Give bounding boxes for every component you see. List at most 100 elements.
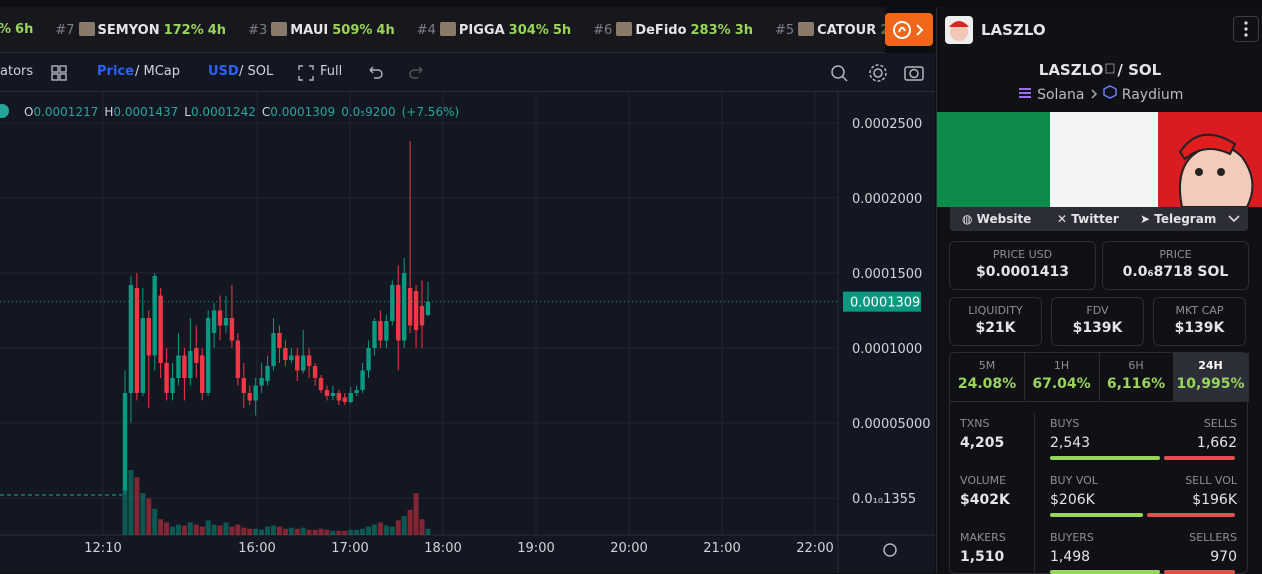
- card-label: PRICE: [1159, 248, 1192, 261]
- icon-bg: [798, 21, 815, 36]
- token-icon: [616, 21, 633, 36]
- card-label: MKT CAP: [1175, 304, 1224, 317]
- pair-panel: LASZLO LASZLO / SOL Solana Raydium ◍ Webs…: [936, 7, 1262, 574]
- timeframe-tab[interactable]: 6H 6,116%: [1099, 353, 1174, 402]
- candle-body: [413, 291, 419, 330]
- icon-bg: [271, 21, 288, 36]
- link-label: Website: [976, 212, 1032, 226]
- price-toggle[interactable]: Price: [97, 64, 134, 79]
- volume-bar: [265, 526, 271, 535]
- solana-icon: [1018, 88, 1031, 98]
- mcap-toggle[interactable]: / MCap: [135, 64, 181, 79]
- chain: Solana: [1037, 87, 1085, 103]
- ticker-rank: #6: [593, 22, 613, 38]
- ticker-item[interactable]: #3 MAUI 509% 4h: [248, 21, 395, 38]
- candle-body: [425, 301, 431, 315]
- candle-body: [354, 389, 359, 393]
- token-avatar: [945, 16, 973, 44]
- candle-body: [158, 295, 163, 363]
- ticker-name: PIGGA: [458, 22, 505, 38]
- chart-tools[interactable]: [828, 62, 928, 84]
- timeframe-tab[interactable]: 1H 67.04%: [1024, 353, 1100, 402]
- twitter-link[interactable]: ✕ Twitter: [1057, 212, 1119, 226]
- timeframe-tab[interactable]: 5M 24.08%: [950, 353, 1025, 402]
- website-link[interactable]: ◍ Website: [962, 212, 1032, 226]
- more-links[interactable]: [1228, 214, 1240, 224]
- sell-bar: [1163, 456, 1235, 460]
- pair-name: LASZLO: [981, 21, 1046, 39]
- volume-bar: [235, 524, 241, 535]
- telegram-link[interactable]: ➤ Telegram: [1140, 212, 1217, 226]
- volume-bar: [253, 528, 259, 535]
- sol-toggle[interactable]: / SOL: [239, 64, 274, 79]
- x-tick-label: 22:00: [796, 541, 833, 556]
- candle-body: [134, 288, 140, 393]
- sell-label: SELLS: [1203, 417, 1237, 430]
- candle-body: [170, 377, 175, 393]
- settings-icon[interactable]: [883, 543, 897, 557]
- ohlc-value: 0.0001309: [270, 105, 335, 119]
- volume-bar: [134, 477, 140, 535]
- trending-button[interactable]: [885, 13, 933, 46]
- candle-body: [122, 392, 128, 491]
- trending-bar: %6h #7SEMYON172%4h#3MAUI509%4h#4PIGGA304…: [0, 7, 885, 53]
- layout-icon[interactable]: [50, 64, 68, 82]
- candle-body: [372, 320, 377, 348]
- copy-icon[interactable]: [1103, 63, 1117, 75]
- undo-redo[interactable]: [366, 65, 426, 81]
- volume-bar: [366, 526, 372, 535]
- menu-button[interactable]: [1233, 16, 1259, 42]
- ticker-item[interactable]: % 6h: [0, 22, 33, 37]
- candle-body: [205, 317, 211, 393]
- ticker-item[interactable]: #5 CATOUR2: [775, 21, 885, 38]
- card-value: $21K: [975, 320, 1016, 336]
- volume-bar: [342, 530, 348, 535]
- price-card: PRICE USD $0.0001413: [949, 241, 1096, 290]
- volume-bar: [330, 530, 336, 535]
- timeframe-change: 10,995%: [1176, 376, 1245, 392]
- ticker-name: MAUI: [290, 22, 329, 38]
- ohlc-change-pct: (+7.56%): [402, 105, 460, 119]
- volume-bar: [324, 529, 330, 535]
- metric-card: FDV $139K: [1051, 297, 1144, 346]
- fullscreen-button[interactable]: Full: [320, 64, 343, 79]
- candle-body: [401, 273, 407, 341]
- ohlc-change: 0.0₅9200: [341, 105, 395, 119]
- x-tick-label: 19:00: [517, 541, 554, 556]
- ticker-item[interactable]: #7 SEMYON 172% 4h: [55, 21, 226, 38]
- candle-body: [253, 385, 258, 401]
- ticker-rank: #4: [416, 22, 436, 38]
- price-card: PRICE 0.0₆8718 SOL: [1102, 241, 1249, 290]
- card-value: $0.0001413: [976, 264, 1069, 280]
- card-value: $139K: [1072, 320, 1123, 336]
- usd-toggle[interactable]: USD: [208, 64, 239, 79]
- volume-bar: [288, 527, 294, 535]
- volume-bar: [312, 529, 318, 535]
- candle-body: [188, 350, 193, 378]
- candle-body: [384, 320, 389, 341]
- timeframe-change: 6,116%: [1106, 376, 1166, 392]
- volume-bar: [241, 527, 247, 535]
- token-icon: [439, 21, 456, 36]
- card-label: PRICE USD: [992, 248, 1053, 261]
- volume-bar: [383, 525, 389, 535]
- token-icon: [798, 21, 815, 36]
- buy-bar: [1050, 513, 1143, 517]
- buy-label: BUYERS: [1050, 531, 1094, 544]
- ticker-item[interactable]: #6 DeFido 283% 3h: [593, 21, 753, 38]
- candle-body: [211, 310, 217, 333]
- chevron: [1091, 89, 1097, 99]
- candle-body: [396, 285, 401, 341]
- timeframe-tab[interactable]: 24H 10,995%: [1173, 353, 1249, 402]
- volume-bar: [158, 519, 164, 535]
- volume-bar: [407, 509, 413, 535]
- candle-body: [366, 347, 371, 371]
- candle-body: [283, 347, 288, 360]
- ticker-item[interactable]: #4 PIGGA 304% 5h: [416, 21, 571, 38]
- ohlc-key: L: [184, 105, 191, 119]
- ticker-pct: 509%: [332, 22, 373, 38]
- icon-bg: [78, 21, 95, 36]
- indicators-button[interactable]: ators: [0, 64, 34, 79]
